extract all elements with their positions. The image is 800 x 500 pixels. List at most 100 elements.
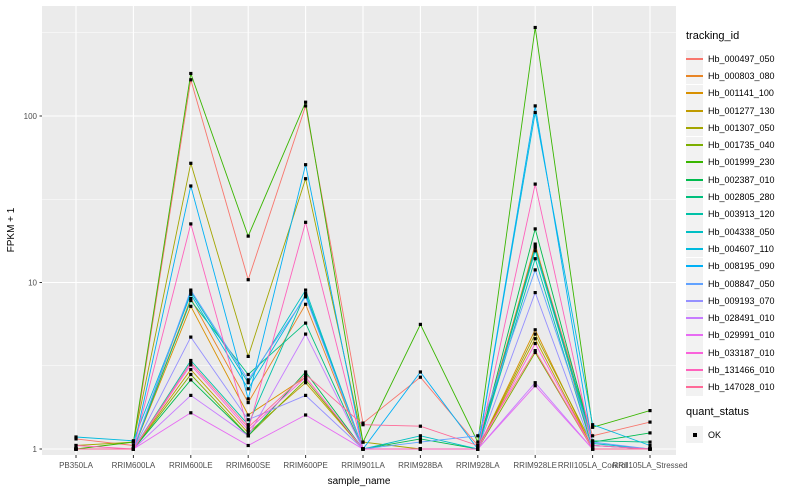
legend-line-swatch bbox=[686, 126, 703, 129]
legend-title-tracking-id: tracking_id bbox=[686, 30, 740, 42]
data-point bbox=[418, 440, 422, 444]
legend-entry: Hb_028491_010 bbox=[686, 309, 798, 327]
data-point bbox=[131, 439, 135, 443]
data-point bbox=[304, 375, 308, 379]
legend-line-swatch bbox=[686, 109, 703, 112]
data-point bbox=[246, 418, 250, 422]
data-point bbox=[246, 234, 250, 238]
data-point bbox=[246, 354, 250, 358]
legend-entry: Hb_003913_120 bbox=[686, 205, 798, 223]
legend-entry: Hb_131466_010 bbox=[686, 361, 798, 379]
legend-key bbox=[686, 188, 703, 206]
data-point bbox=[246, 378, 250, 382]
legend-key bbox=[686, 240, 703, 258]
data-point bbox=[533, 268, 537, 272]
data-point bbox=[304, 293, 308, 297]
legend-entry-label: Hb_004607_110 bbox=[708, 243, 774, 254]
data-point bbox=[591, 423, 595, 427]
data-point bbox=[304, 177, 308, 181]
x-tick-label: RRII105LA_Control bbox=[558, 461, 628, 470]
legend-key bbox=[686, 153, 703, 171]
legend-key bbox=[686, 67, 703, 85]
y-tick-label: 1 bbox=[33, 445, 38, 454]
x-tick-label: RRII105LA_Stressed bbox=[612, 461, 687, 470]
legend-entry: Hb_033187_010 bbox=[686, 344, 798, 362]
x-tick-label: RRIM600SE bbox=[226, 461, 270, 470]
data-point bbox=[533, 246, 537, 250]
x-axis-title: sample_name bbox=[328, 476, 391, 487]
legend-title-quant-status: quant_status bbox=[686, 405, 749, 418]
data-point bbox=[246, 397, 250, 401]
data-point bbox=[246, 387, 250, 391]
data-point bbox=[189, 71, 193, 76]
legend-key bbox=[686, 205, 703, 223]
legend-key bbox=[686, 326, 703, 344]
data-point bbox=[591, 447, 595, 451]
data-point bbox=[189, 335, 193, 339]
data-point bbox=[533, 328, 537, 332]
legend-line-swatch bbox=[686, 386, 703, 389]
data-point bbox=[189, 363, 193, 367]
legend-line-swatch bbox=[686, 161, 703, 164]
data-point bbox=[304, 220, 308, 224]
data-point bbox=[304, 393, 308, 397]
legend-line-swatch bbox=[686, 57, 703, 60]
legend-line-swatch bbox=[686, 230, 703, 233]
legend-entry-label: Hb_002387_010 bbox=[708, 174, 775, 185]
legend-line-swatch bbox=[686, 92, 703, 95]
legend-entry: Hb_147028_010 bbox=[686, 378, 798, 396]
data-point bbox=[189, 378, 193, 382]
legend-entry: Hb_029991_010 bbox=[686, 326, 798, 344]
data-point bbox=[304, 378, 308, 382]
data-point bbox=[246, 428, 250, 432]
data-point bbox=[189, 372, 193, 377]
data-point bbox=[533, 341, 537, 346]
legend-key bbox=[686, 426, 703, 444]
data-point bbox=[648, 431, 652, 435]
data-point bbox=[304, 413, 308, 417]
legend-entry-quant-ok: OK bbox=[686, 426, 798, 444]
legend-entry-label: Hb_009193_070 bbox=[708, 295, 775, 306]
legend-entry-label: Hb_147028_010 bbox=[708, 382, 775, 393]
legend-entry-label: Hb_008195_090 bbox=[708, 261, 775, 272]
legend-line-swatch bbox=[686, 299, 703, 302]
data-point bbox=[246, 425, 250, 429]
legend-key bbox=[686, 275, 703, 292]
x-tick-label: RRIM928BA bbox=[398, 461, 443, 470]
data-point bbox=[304, 321, 308, 325]
legend-key bbox=[686, 50, 703, 68]
data-point bbox=[74, 443, 78, 448]
legend-entry-label: Hb_002805_280 bbox=[708, 192, 775, 203]
y-tick-label: 100 bbox=[24, 112, 38, 121]
data-point bbox=[648, 420, 652, 424]
data-point bbox=[418, 424, 422, 428]
data-point bbox=[74, 435, 78, 439]
legend-entry: Hb_002387_010 bbox=[686, 171, 798, 189]
data-point bbox=[189, 368, 193, 372]
data-point bbox=[189, 184, 193, 188]
data-point bbox=[304, 332, 308, 336]
legend-entry: Hb_004607_110 bbox=[686, 240, 798, 258]
legend-key bbox=[686, 102, 703, 120]
data-point bbox=[418, 370, 422, 374]
data-point bbox=[361, 423, 365, 427]
data-point bbox=[189, 297, 193, 301]
data-point bbox=[591, 425, 595, 429]
legend-key bbox=[686, 119, 703, 137]
data-point bbox=[418, 437, 422, 441]
data-point bbox=[533, 182, 537, 186]
legend-line-swatch bbox=[686, 317, 703, 320]
legend-line-swatch bbox=[686, 247, 703, 250]
legend-entry-label: Hb_028491_010 bbox=[708, 313, 775, 324]
legend-entry: Hb_001277_130 bbox=[686, 102, 798, 120]
legend-entry-label: Hb_131466_010 bbox=[708, 364, 775, 375]
data-point bbox=[591, 440, 595, 444]
y-tick-label: 10 bbox=[28, 278, 37, 287]
legend-entry: Hb_001999_230 bbox=[686, 153, 798, 171]
legend-entry: Hb_004338_050 bbox=[686, 223, 798, 241]
data-point bbox=[189, 358, 193, 363]
x-tick-label: RRIM928LE bbox=[513, 461, 557, 470]
data-point bbox=[189, 411, 193, 415]
data-point bbox=[533, 242, 537, 246]
data-point bbox=[189, 161, 193, 165]
